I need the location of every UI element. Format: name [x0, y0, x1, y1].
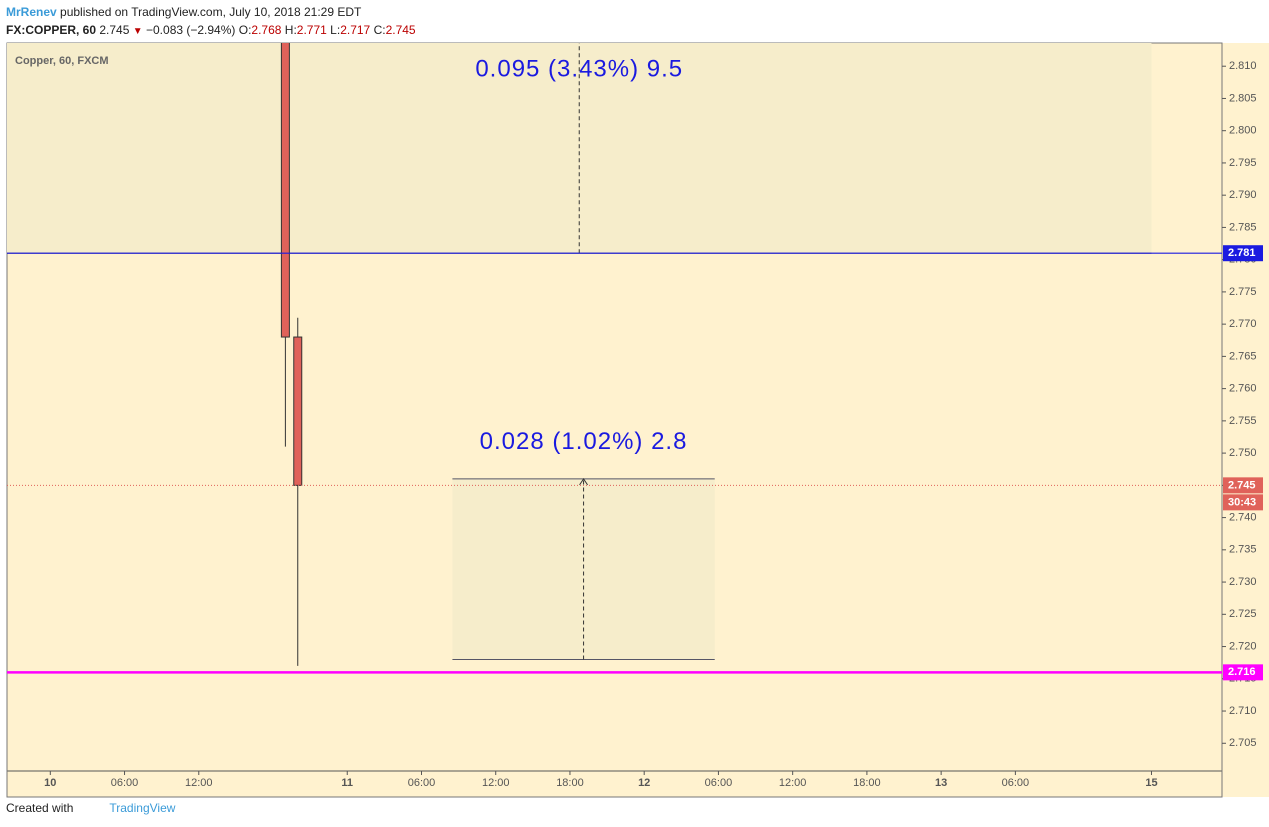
publisher[interactable]: MrRenev: [6, 5, 57, 19]
close: 2.745: [385, 23, 416, 37]
price-tag: [1223, 477, 1263, 494]
symbol: FX:COPPER, 60: [6, 23, 97, 37]
y-tick-label: 2.785: [1229, 221, 1257, 233]
footer-text: Created with: [6, 801, 74, 815]
y-tick-label: 2.755: [1229, 415, 1257, 427]
ohlc-label: H:: [284, 23, 297, 37]
x-tick-label: 13: [935, 777, 947, 789]
y-tick-label: 2.760: [1229, 383, 1257, 395]
ohlc-label: C:: [373, 23, 386, 37]
x-tick-label: 18:00: [853, 777, 881, 789]
x-tick-label: 12:00: [185, 777, 213, 789]
y-tick-label: 2.765: [1229, 350, 1257, 362]
high: 2.771: [296, 23, 327, 37]
publish-line: MrRenev published on TradingView.com, Ju…: [6, 3, 416, 21]
quote-line: FX:COPPER, 60 2.745 ▼ −0.083 (−2.94%) O:…: [6, 21, 416, 41]
plot: [7, 43, 1152, 666]
y-tick-label: 2.750: [1229, 447, 1257, 459]
x-tick-label: 18:00: [556, 777, 584, 789]
x-tick-label: 12:00: [779, 777, 807, 789]
measure-label: 0.028 (1.02%) 2.8: [480, 428, 688, 455]
x-tick-label: 10: [44, 777, 56, 789]
price-tag-label: 2.716: [1228, 666, 1256, 678]
price-tag-label: 2.745: [1228, 479, 1256, 491]
ohlc-label: O:: [238, 23, 252, 37]
y-tick-label: 2.725: [1229, 608, 1257, 620]
header: MrRenev published on TradingView.com, Ju…: [6, 3, 416, 41]
y-tick-label: 2.775: [1229, 286, 1257, 298]
measure-box: [452, 478, 715, 660]
change: −0.083 (−2.94%): [146, 23, 236, 37]
price-tag-label: 2.781: [1228, 247, 1256, 259]
x-tick-label: 06:00: [705, 777, 733, 789]
x-tick-label: 11: [341, 777, 353, 789]
measure-label: 0.095 (3.43%) 9.5: [475, 55, 683, 82]
y-tick-label: 2.705: [1229, 737, 1257, 749]
candle-body: [293, 336, 303, 486]
y-tick-label: 2.800: [1229, 125, 1257, 137]
y-tick-label: 2.730: [1229, 576, 1257, 588]
last: 2.745: [99, 23, 130, 37]
y-tick-label: 2.740: [1229, 511, 1257, 523]
x-tick-label: 06:00: [408, 777, 436, 789]
down-arrow: ▼: [132, 26, 143, 37]
countdown: 30:43: [1228, 496, 1256, 508]
price-tag: [1223, 664, 1263, 681]
y-tick-label: 2.790: [1229, 189, 1257, 201]
legend: Copper, 60, FXCM: [15, 55, 109, 67]
x-tick-label: 12: [638, 777, 650, 789]
x-tick-label: 12:00: [482, 777, 510, 789]
y-tick-label: 2.805: [1229, 92, 1257, 104]
y-tick-label: 2.810: [1229, 60, 1257, 72]
x-tick-label: 06:00: [1002, 777, 1030, 789]
y-tick-label: 2.770: [1229, 318, 1257, 330]
price-tag: [1223, 245, 1263, 262]
y-tick-label: 2.795: [1229, 157, 1257, 169]
x-tick-label: 15: [1145, 777, 1157, 789]
x-tick-label: 06:00: [111, 777, 139, 789]
y-tick-label: 2.735: [1229, 544, 1257, 556]
arrow-head: [579, 477, 588, 486]
low: 2.717: [340, 23, 371, 37]
candle-body: [280, 43, 290, 338]
open: 2.768: [251, 23, 282, 37]
countdown-tag: [1223, 494, 1263, 511]
published: published on TradingView.com, July 10, 2…: [60, 5, 362, 19]
y-tick-label: 2.710: [1229, 705, 1257, 717]
footer-link[interactable]: TradingView: [109, 801, 176, 815]
ohlc-label: L:: [330, 23, 341, 37]
y-tick-label: 2.720: [1229, 640, 1257, 652]
footer: Created with TradingView: [6, 801, 175, 815]
